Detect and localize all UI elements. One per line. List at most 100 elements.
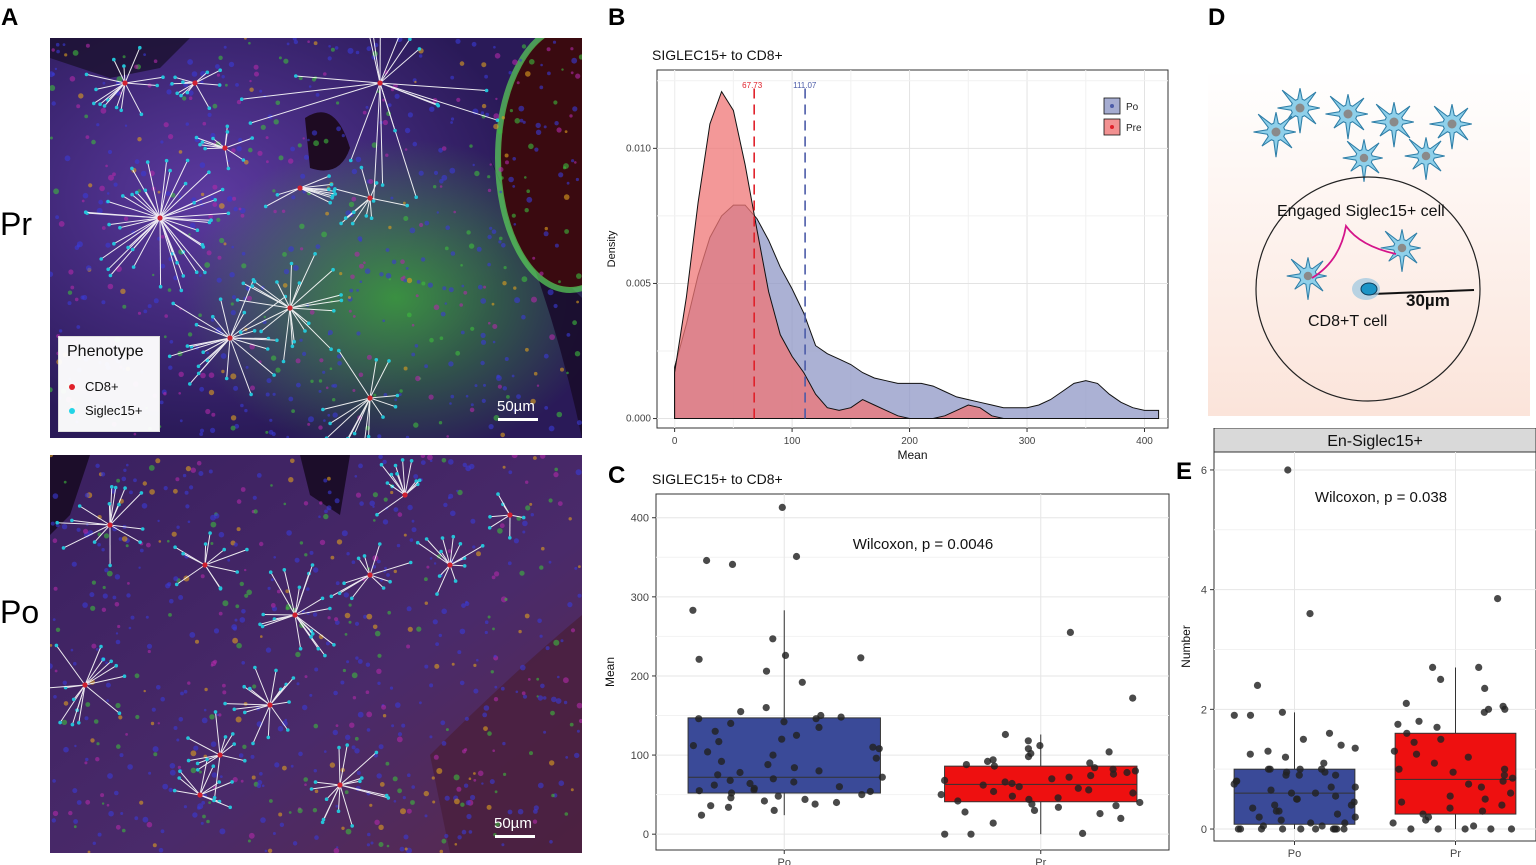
chart-e-point-po <box>1325 729 1334 737</box>
chart-c-point-po <box>781 651 790 659</box>
engagement-line <box>174 76 196 84</box>
cell-dot <box>91 580 96 585</box>
chart-e-ytick-label: 4 <box>1201 585 1207 597</box>
cell-dot <box>202 814 206 819</box>
siglec15-cell-dot <box>232 742 236 746</box>
cell-dot <box>153 298 159 304</box>
cell-dot <box>497 384 502 389</box>
siglec15-cell-dot <box>328 606 332 611</box>
chart-e-point-pr <box>1449 768 1457 776</box>
cell-dot <box>101 802 105 805</box>
siglec15-cell-dot <box>378 542 382 546</box>
cell-dot <box>112 595 117 600</box>
cell-dot <box>139 800 144 805</box>
cell-dot <box>524 176 527 179</box>
siglec15-cell-dot <box>332 309 336 313</box>
cell-dot <box>241 263 247 269</box>
cell-dot <box>307 40 310 43</box>
cell-dot <box>153 59 158 63</box>
cell-dot <box>461 829 467 835</box>
siglec15-cell-dot <box>437 574 442 578</box>
cell-dot <box>115 824 121 830</box>
chart-e-title: En-Siglec15+ <box>1327 433 1423 450</box>
cell-dot <box>527 678 531 681</box>
cell-dot <box>199 432 204 436</box>
cell-dot <box>556 127 562 133</box>
cell-dot <box>114 790 119 796</box>
cell-dot <box>391 724 395 728</box>
chart-c-point-po <box>769 751 777 759</box>
cell-dot <box>549 760 555 766</box>
cell-dot <box>103 533 110 539</box>
cell-dot <box>210 132 216 139</box>
cell-dot <box>72 788 78 794</box>
cell-dot <box>244 160 249 165</box>
cell-dot <box>236 146 242 152</box>
chart-e-point-pr <box>1498 801 1506 809</box>
engagement-line <box>176 564 206 585</box>
cell-dot <box>549 840 553 844</box>
cell-dot <box>502 741 506 746</box>
cell-dot <box>303 154 309 160</box>
cell-dot <box>178 150 183 154</box>
chart-e-point-pr <box>1500 771 1508 779</box>
cell-dot <box>507 561 512 566</box>
cell-dot <box>477 284 483 290</box>
legend-label-cd8: CD8+ <box>85 379 119 394</box>
chart-c-point-po <box>815 767 823 775</box>
engagement-line <box>204 533 211 566</box>
engagement-line <box>159 217 198 273</box>
cell-dot <box>555 698 562 704</box>
cell-dot <box>366 711 373 718</box>
cell-dot <box>106 570 113 577</box>
cell-dot <box>299 223 305 229</box>
cell-dot <box>564 229 569 234</box>
cd8-cell-dot <box>197 792 203 798</box>
cell-dot <box>358 372 364 378</box>
cell-dot <box>511 455 518 459</box>
engagement-line <box>369 359 377 399</box>
chart-c-point-po <box>798 678 806 686</box>
cell-dot <box>465 394 469 398</box>
engagement-line <box>109 492 142 526</box>
chart-b-ylabel: Density <box>606 230 618 267</box>
cell-dot <box>72 50 79 56</box>
cell-dot <box>413 474 419 479</box>
chart-e-point-pr <box>1499 777 1507 785</box>
cell-dot <box>265 430 269 434</box>
cell-dot <box>399 389 403 393</box>
legend-label-po: Po <box>1126 102 1139 113</box>
cell-dot <box>385 153 389 157</box>
cell-dot <box>406 644 411 649</box>
cell-dot <box>315 93 320 97</box>
chart-e-point-po <box>1347 801 1355 809</box>
chart-b-ytick-label: 0.005 <box>626 278 651 289</box>
cell-dot <box>354 251 360 257</box>
cell-dot <box>323 513 329 520</box>
cell-dot <box>202 121 207 126</box>
cell-dot <box>355 492 362 498</box>
chart-e-ytick-label: 2 <box>1201 704 1207 716</box>
cell-dot <box>351 560 356 564</box>
engagement-line <box>249 688 271 706</box>
cell-dot <box>190 767 197 774</box>
cell-dot <box>221 369 225 374</box>
cell-dot <box>90 605 96 611</box>
chart-c-point-po <box>704 748 712 756</box>
cell-dot <box>391 259 397 265</box>
cell-dot <box>349 722 355 728</box>
siglec15-cell-dot <box>415 540 420 545</box>
siglec15-cell-dot <box>94 87 98 92</box>
chart-e-point-pr <box>1475 663 1483 671</box>
cell-dot <box>313 723 319 729</box>
cell-dot <box>564 130 568 133</box>
cell-dot <box>232 295 236 300</box>
cell-dot <box>530 513 534 517</box>
cell-dot <box>171 531 177 537</box>
chart-c-point-pr <box>1024 737 1032 745</box>
engagement-line <box>402 459 406 496</box>
siglec15-cell-dot <box>225 130 230 134</box>
engagement-line <box>113 59 126 84</box>
siglec15-cell-dot <box>484 88 489 93</box>
